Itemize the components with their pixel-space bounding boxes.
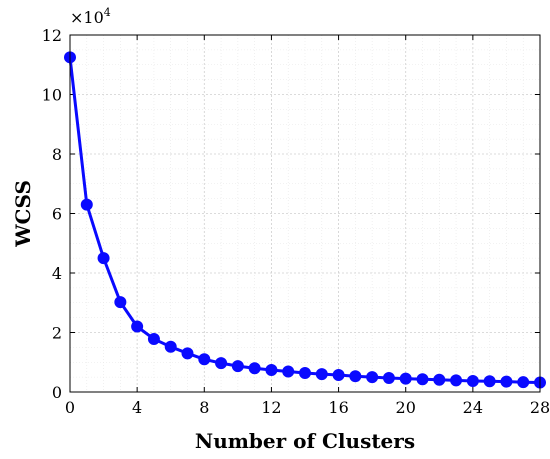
data-point [382, 372, 395, 385]
x-tick-label: 24 [463, 398, 483, 417]
x-tick-label: 4 [132, 398, 142, 417]
data-point [215, 357, 228, 370]
x-tick-label: 12 [261, 398, 281, 417]
series-line-group [64, 51, 546, 389]
x-tick-label: 16 [328, 398, 348, 417]
data-point [433, 373, 446, 386]
plot-frame [69, 34, 541, 393]
data-point [500, 375, 513, 388]
y-tick-label: 0 [52, 383, 62, 402]
y-tick-label: 2 [52, 324, 62, 343]
data-point [483, 375, 496, 388]
x-tick-label: 0 [65, 398, 75, 417]
data-point [416, 373, 429, 386]
data-point [366, 371, 379, 384]
data-point [450, 374, 463, 387]
x-tick-label: 8 [199, 398, 209, 417]
data-point [265, 363, 278, 376]
data-point [80, 198, 93, 211]
data-point [181, 347, 194, 360]
grid [69, 34, 541, 393]
data-point [147, 333, 160, 346]
y-tick-label: 10 [42, 86, 62, 105]
data-point [282, 365, 295, 378]
data-point [248, 362, 261, 375]
y-axis-label: WCSS [11, 180, 35, 248]
data-point [198, 353, 211, 366]
data-point [315, 368, 328, 381]
data-point [231, 360, 244, 373]
x-axis-label: Number of Clusters [195, 429, 415, 453]
data-point [349, 370, 362, 383]
y-tick-label: 8 [52, 145, 62, 164]
series-line [68, 57, 541, 384]
data-point [299, 366, 311, 379]
data-point [399, 372, 412, 385]
data-point [131, 320, 144, 333]
y-multiplier-label: ×104 [70, 6, 111, 27]
data-point [164, 340, 177, 353]
data-point [517, 376, 530, 389]
y-tick-label: 12 [42, 26, 62, 45]
data-point [332, 369, 345, 382]
y-tick-label: 4 [52, 264, 62, 283]
data-point [114, 296, 127, 309]
x-tick-label: 20 [396, 398, 416, 417]
x-tick-label: 28 [530, 398, 550, 417]
data-point [97, 252, 110, 265]
y-tick-label: 6 [52, 205, 62, 224]
data-point [466, 374, 479, 387]
